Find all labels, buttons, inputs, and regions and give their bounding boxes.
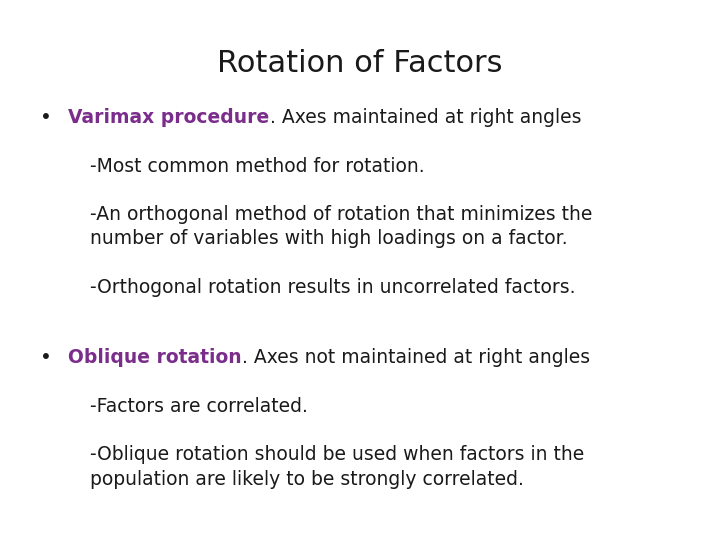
- Text: . Axes not maintained at right angles: . Axes not maintained at right angles: [242, 348, 590, 367]
- Text: Varimax procedure: Varimax procedure: [68, 108, 270, 127]
- Text: -Factors are correlated.: -Factors are correlated.: [90, 397, 308, 416]
- Text: . Axes maintained at right angles: . Axes maintained at right angles: [270, 108, 581, 127]
- Text: •: •: [40, 348, 51, 367]
- Text: -Oblique rotation should be used when factors in the
population are likely to be: -Oblique rotation should be used when fa…: [90, 446, 584, 489]
- Text: Oblique rotation: Oblique rotation: [68, 348, 242, 367]
- Text: Rotation of Factors: Rotation of Factors: [217, 49, 503, 78]
- Text: •: •: [40, 108, 51, 127]
- Text: -Most common method for rotation.: -Most common method for rotation.: [90, 157, 425, 176]
- Text: -Orthogonal rotation results in uncorrelated factors.: -Orthogonal rotation results in uncorrel…: [90, 278, 575, 297]
- Text: -An orthogonal method of rotation that minimizes the
number of variables with hi: -An orthogonal method of rotation that m…: [90, 205, 593, 248]
